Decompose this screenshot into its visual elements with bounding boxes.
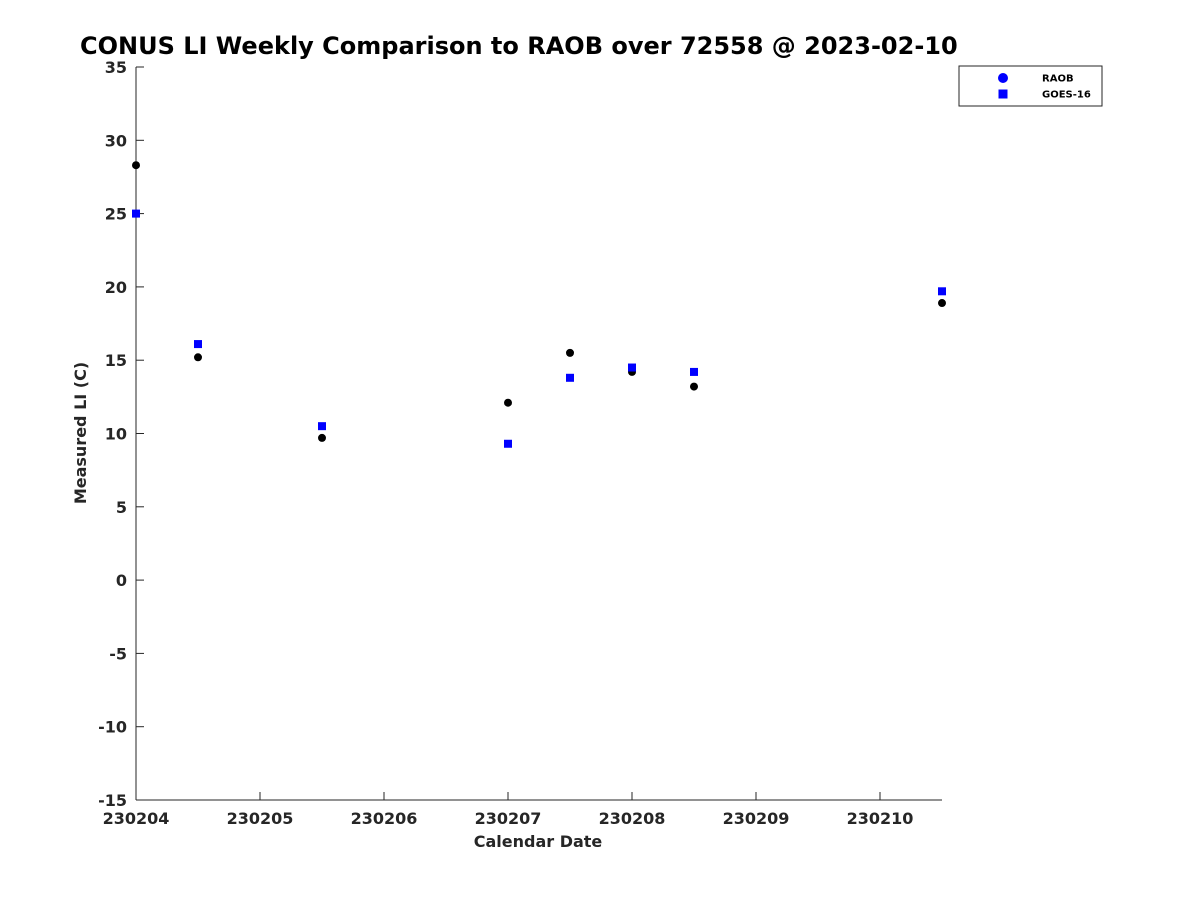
raob-point <box>566 348 574 357</box>
raob-point <box>938 299 946 308</box>
legend-goes16-marker <box>998 89 1008 99</box>
y-tick-label: 20 <box>105 278 127 297</box>
x-tick-label: 230206 <box>351 809 418 828</box>
goes16-point <box>194 340 202 349</box>
raob-point <box>318 433 326 442</box>
legend: RAOB GOES-16 <box>958 65 1103 107</box>
x-tick-label: 230209 <box>723 809 790 828</box>
x-tick-label: 230207 <box>475 809 542 828</box>
legend-box <box>958 65 1103 107</box>
goes16-point <box>318 422 326 431</box>
x-tick-label: 230210 <box>847 809 914 828</box>
goes16-point <box>566 373 574 382</box>
y-tick-label: 35 <box>105 58 127 77</box>
raob-point <box>132 161 140 170</box>
x-tick-label: 230205 <box>227 809 294 828</box>
x-ticks: 230204 230205 230206 230207 230208 230209 2302… <box>103 792 914 828</box>
goes16-point <box>938 287 946 296</box>
data-points <box>132 161 946 448</box>
legend-raob-marker <box>998 73 1008 83</box>
goes16-point <box>132 209 140 218</box>
y-axis-label: Measured LI (C) <box>71 362 90 504</box>
goes16-point <box>690 367 698 376</box>
y-tick-label: 30 <box>105 131 127 150</box>
y-ticks: 35 30 25 20 15 10 5 0 -5 -10 -15 <box>98 58 144 810</box>
legend-raob-label: RAOB <box>1042 74 1074 85</box>
goes16-point <box>628 363 636 372</box>
x-tick-label: 230204 <box>103 809 170 828</box>
y-tick-label: -5 <box>109 644 127 663</box>
y-tick-label: 5 <box>116 498 127 517</box>
y-tick-label: -15 <box>98 791 127 810</box>
y-tick-label: 10 <box>105 425 127 444</box>
legend-goes16-label: GOES-16 <box>1042 90 1091 101</box>
raob-point <box>690 382 698 391</box>
chart-title: CONUS LI Weekly Comparison to RAOB over … <box>80 32 958 60</box>
goes16-point <box>504 439 512 448</box>
y-tick-label: 0 <box>116 571 127 590</box>
raob-point <box>504 398 512 407</box>
y-tick-label: 15 <box>105 351 127 370</box>
y-tick-label: 25 <box>105 205 127 224</box>
x-tick-label: 230208 <box>599 809 666 828</box>
y-tick-label: -10 <box>98 718 127 737</box>
x-axis-label: Calendar Date <box>474 832 603 851</box>
raob-point <box>194 353 202 362</box>
